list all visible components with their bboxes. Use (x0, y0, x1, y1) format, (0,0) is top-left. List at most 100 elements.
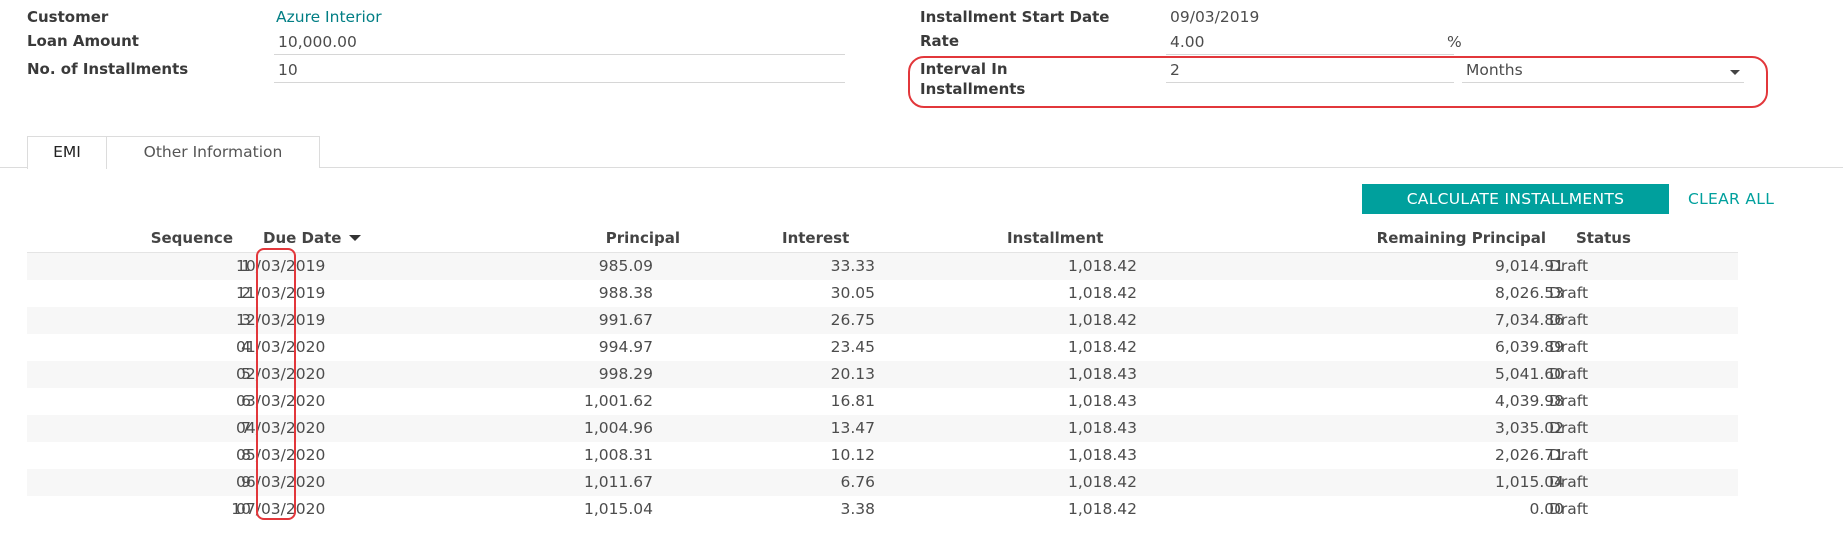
cell-interest: 3.38 (840, 500, 875, 518)
due-date-day-highlight-annotation (256, 248, 296, 520)
column-header-sequence[interactable]: Sequence (150, 229, 233, 247)
sort-descending-icon (349, 235, 362, 241)
table-row[interactable]: 4 01/03/2020 994.97 23.45 1,018.42 6,039.89 Dr… (27, 334, 1738, 361)
cell-installment: 1,018.42 (1067, 257, 1137, 275)
cell-due-date: 06/03/2020 (236, 473, 326, 491)
cell-status: Draft (1549, 473, 1589, 491)
cell-remaining-principal: 3,035.02 (1494, 419, 1564, 437)
table-row[interactable]: 3 12/03/2019 991.67 26.75 1,018.42 7,034.86 Dr… (27, 307, 1738, 334)
cell-remaining-principal: 4,039.98 (1494, 392, 1564, 410)
cell-installment: 1,018.43 (1067, 446, 1137, 464)
table-row[interactable]: 8 05/03/2020 1,008.31 10.12 1,018.43 2,026.71… (27, 442, 1738, 469)
cell-due-date: 03/03/2020 (236, 392, 326, 410)
tab-emi[interactable]: EMI (27, 136, 107, 169)
cell-principal: 985.09 (598, 257, 653, 275)
chevron-down-icon (1730, 70, 1740, 75)
customer-link[interactable]: Azure Interior (276, 8, 382, 26)
cell-remaining-principal: 1,015.04 (1494, 473, 1564, 491)
cell-remaining-principal: 8,026.53 (1494, 284, 1564, 302)
cell-principal: 998.29 (598, 365, 653, 383)
cell-sequence: 8 (241, 446, 251, 464)
cell-due-date: 02/03/2020 (236, 365, 326, 383)
loan-amount-underline (274, 54, 845, 55)
table-row[interactable]: 1 10/03/2019 985.09 33.33 1,018.42 9,014.91 Dr… (27, 253, 1738, 280)
interval-underline (1166, 82, 1454, 83)
cell-installment: 1,018.43 (1067, 419, 1137, 437)
customer-label: Customer (27, 8, 109, 26)
cell-status: Draft (1549, 392, 1589, 410)
cell-due-date: 05/03/2020 (236, 446, 326, 464)
cell-sequence: 4 (241, 338, 251, 356)
cell-sequence: 9 (241, 473, 251, 491)
rate-input[interactable]: 4.00 (1170, 33, 1205, 51)
cell-principal: 1,004.96 (583, 419, 653, 437)
cell-status: Draft (1549, 284, 1589, 302)
column-header-interest[interactable]: Interest (782, 229, 850, 247)
clear-all-button[interactable]: CLEAR ALL (1688, 190, 1775, 208)
cell-interest: 30.05 (830, 284, 875, 302)
cell-principal: 1,011.67 (583, 473, 653, 491)
cell-remaining-principal: 2,026.71 (1494, 446, 1564, 464)
column-header-principal[interactable]: Principal (605, 229, 680, 247)
interval-label-line1: Interval In (920, 60, 1008, 78)
cell-sequence: 1 (241, 257, 251, 275)
interval-input[interactable]: 2 (1170, 61, 1180, 79)
table-row[interactable]: 5 02/03/2020 998.29 20.13 1,018.43 5,041.60 Dr… (27, 361, 1738, 388)
table-row[interactable]: 6 03/03/2020 1,001.62 16.81 1,018.43 4,039.98… (27, 388, 1738, 415)
column-header-installment[interactable]: Installment (1007, 229, 1104, 247)
interval-unit-value: Months (1466, 61, 1523, 79)
cell-interest: 23.45 (830, 338, 875, 356)
cell-interest: 16.81 (830, 392, 875, 410)
table-row[interactable]: 9 06/03/2020 1,011.67 6.76 1,018.42 1,015.04 D… (27, 469, 1738, 496)
table-row[interactable]: 2 11/03/2019 988.38 30.05 1,018.42 8,026.53 Dr… (27, 280, 1738, 307)
interval-unit-underline (1462, 82, 1744, 83)
column-header-remaining-principal[interactable]: Remaining Principal (1376, 229, 1546, 247)
loan-amount-input[interactable]: 10,000.00 (278, 33, 357, 51)
column-header-due-date-label: Due Date (263, 229, 342, 247)
cell-installment: 1,018.42 (1067, 311, 1137, 329)
interval-label-line2: Installments (920, 80, 1026, 98)
tabs-baseline (0, 167, 1843, 168)
cell-interest: 26.75 (830, 311, 875, 329)
installments-count-input[interactable]: 10 (278, 61, 298, 79)
cell-installment: 1,018.43 (1067, 392, 1137, 410)
column-header-due-date[interactable]: Due Date (263, 228, 362, 248)
cell-due-date: 04/03/2020 (236, 419, 326, 437)
rate-label: Rate (920, 32, 960, 50)
cell-status: Draft (1549, 446, 1589, 464)
cell-installment: 1,018.42 (1067, 338, 1137, 356)
rate-underline (1166, 54, 1454, 55)
cell-interest: 13.47 (830, 419, 875, 437)
cell-status: Draft (1549, 338, 1589, 356)
installments-count-underline (274, 82, 845, 83)
cell-remaining-principal: 7,034.86 (1494, 311, 1564, 329)
cell-sequence: 3 (241, 311, 251, 329)
cell-principal: 991.67 (598, 311, 653, 329)
table-row[interactable]: 7 04/03/2020 1,004.96 13.47 1,018.43 3,035.02… (27, 415, 1738, 442)
cell-principal: 1,001.62 (583, 392, 653, 410)
column-header-status[interactable]: Status (1576, 229, 1631, 247)
start-date-input[interactable]: 09/03/2019 (1170, 8, 1260, 26)
cell-status: Draft (1549, 257, 1589, 275)
calculate-installments-button[interactable]: CALCULATE INSTALLMENTS (1362, 184, 1669, 214)
cell-remaining-principal: 6,039.89 (1494, 338, 1564, 356)
interval-highlight-annotation (908, 56, 1768, 108)
cell-due-date: 11/03/2019 (236, 284, 326, 302)
cell-status: Draft (1549, 419, 1589, 437)
cell-installment: 1,018.42 (1067, 500, 1137, 518)
cell-sequence: 2 (241, 284, 251, 302)
cell-remaining-principal: 9,014.91 (1494, 257, 1564, 275)
cell-sequence: 7 (241, 419, 251, 437)
cell-due-date: 12/03/2019 (236, 311, 326, 329)
rate-unit: % (1447, 33, 1462, 51)
start-date-label: Installment Start Date (920, 8, 1110, 26)
tab-other-information[interactable]: Other Information (107, 136, 320, 168)
cell-interest: 6.76 (840, 473, 875, 491)
cell-status: Draft (1549, 500, 1589, 518)
cell-due-date: 01/03/2020 (236, 338, 326, 356)
cell-remaining-principal: 0.00 (1529, 500, 1564, 518)
cell-due-date: 10/03/2019 (236, 257, 326, 275)
cell-status: Draft (1549, 311, 1589, 329)
cell-sequence: 5 (241, 365, 251, 383)
cell-installment: 1,018.42 (1067, 284, 1137, 302)
